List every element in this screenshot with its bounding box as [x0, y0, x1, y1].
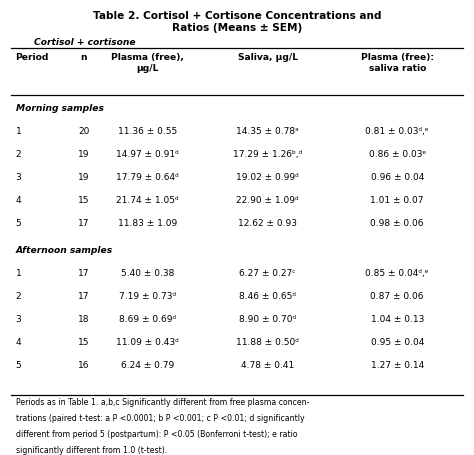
Text: 2: 2: [16, 150, 21, 159]
Text: 11.09 ± 0.43ᵈ: 11.09 ± 0.43ᵈ: [116, 337, 179, 346]
Text: 11.83 ± 1.09: 11.83 ± 1.09: [118, 218, 177, 228]
Text: Periods as in Table 1. a,b,c Significantly different from free plasma concen-: Periods as in Table 1. a,b,c Significant…: [16, 397, 309, 406]
Text: 19.02 ± 0.99ᵈ: 19.02 ± 0.99ᵈ: [236, 173, 299, 182]
Text: 0.87 ± 0.06: 0.87 ± 0.06: [371, 291, 424, 300]
Text: significantly different from 1.0 (t-test).: significantly different from 1.0 (t-test…: [16, 445, 167, 454]
Text: 1: 1: [16, 268, 21, 277]
Text: 1.27 ± 0.14: 1.27 ± 0.14: [371, 360, 424, 369]
Text: 0.86 ± 0.03ᵉ: 0.86 ± 0.03ᵉ: [369, 150, 426, 159]
Text: 15: 15: [78, 337, 90, 346]
Text: 20: 20: [78, 127, 90, 136]
Text: Cortisol + cortisone: Cortisol + cortisone: [35, 38, 136, 46]
Text: 3: 3: [16, 314, 21, 323]
Text: 2: 2: [16, 291, 21, 300]
Text: 12.62 ± 0.93: 12.62 ± 0.93: [238, 218, 297, 228]
Text: 14.97 ± 0.91ᵈ: 14.97 ± 0.91ᵈ: [116, 150, 179, 159]
Text: 21.74 ± 1.05ᵈ: 21.74 ± 1.05ᵈ: [116, 196, 179, 205]
Text: 4: 4: [16, 196, 21, 205]
Text: 19: 19: [78, 173, 90, 182]
Text: 19: 19: [78, 150, 90, 159]
Text: 0.81 ± 0.03ᵈ,ᵉ: 0.81 ± 0.03ᵈ,ᵉ: [365, 127, 429, 136]
Text: different from period 5 (postpartum): P <0.05 (Bonferroni t-test); e ratio: different from period 5 (postpartum): P …: [16, 429, 297, 438]
Text: 7.19 ± 0.73ᵈ: 7.19 ± 0.73ᵈ: [119, 291, 176, 300]
Text: 1: 1: [16, 127, 21, 136]
Text: 8.46 ± 0.65ᵈ: 8.46 ± 0.65ᵈ: [239, 291, 296, 300]
Text: 16: 16: [78, 360, 90, 369]
Text: 18: 18: [78, 314, 90, 323]
Text: 22.90 ± 1.09ᵈ: 22.90 ± 1.09ᵈ: [237, 196, 299, 205]
Text: 0.96 ± 0.04: 0.96 ± 0.04: [371, 173, 424, 182]
Text: 0.85 ± 0.04ᵈ,ᵉ: 0.85 ± 0.04ᵈ,ᵉ: [365, 268, 429, 277]
Text: 17: 17: [78, 268, 90, 277]
Text: 1.04 ± 0.13: 1.04 ± 0.13: [371, 314, 424, 323]
Text: 8.90 ± 0.70ᵈ: 8.90 ± 0.70ᵈ: [239, 314, 296, 323]
Text: 6.27 ± 0.27ᶜ: 6.27 ± 0.27ᶜ: [239, 268, 296, 277]
Text: trations (paired t-test: a P <0.0001; b P <0.001; c P <0.01; d significantly: trations (paired t-test: a P <0.0001; b …: [16, 413, 304, 422]
Text: Afternoon samples: Afternoon samples: [16, 245, 113, 254]
Text: 11.88 ± 0.50ᵈ: 11.88 ± 0.50ᵈ: [236, 337, 299, 346]
Text: 5: 5: [16, 218, 21, 228]
Text: Saliva, μg/L: Saliva, μg/L: [237, 53, 298, 62]
Text: Morning samples: Morning samples: [16, 104, 103, 113]
Text: 4: 4: [16, 337, 21, 346]
Text: 1.01 ± 0.07: 1.01 ± 0.07: [371, 196, 424, 205]
Text: 17: 17: [78, 218, 90, 228]
Text: 15: 15: [78, 196, 90, 205]
Text: 8.69 ± 0.69ᵈ: 8.69 ± 0.69ᵈ: [119, 314, 176, 323]
Text: 0.95 ± 0.04: 0.95 ± 0.04: [371, 337, 424, 346]
Text: 5.40 ± 0.38: 5.40 ± 0.38: [121, 268, 174, 277]
Text: 4.78 ± 0.41: 4.78 ± 0.41: [241, 360, 294, 369]
Text: 17.79 ± 0.64ᵈ: 17.79 ± 0.64ᵈ: [116, 173, 179, 182]
Text: 5: 5: [16, 360, 21, 369]
Text: 0.98 ± 0.06: 0.98 ± 0.06: [371, 218, 424, 228]
Text: 14.35 ± 0.78ᵃ: 14.35 ± 0.78ᵃ: [236, 127, 299, 136]
Text: 17.29 ± 1.26ᵇ,ᵈ: 17.29 ± 1.26ᵇ,ᵈ: [233, 150, 302, 159]
Text: 11.36 ± 0.55: 11.36 ± 0.55: [118, 127, 177, 136]
Text: 6.24 ± 0.79: 6.24 ± 0.79: [121, 360, 174, 369]
Text: Period: Period: [16, 53, 49, 62]
Text: 3: 3: [16, 173, 21, 182]
Text: Plasma (free):
saliva ratio: Plasma (free): saliva ratio: [361, 53, 434, 72]
Text: 17: 17: [78, 291, 90, 300]
Text: Plasma (free),
μg/L: Plasma (free), μg/L: [111, 53, 184, 72]
Text: n: n: [81, 53, 87, 62]
Text: Table 2. Cortisol + Cortisone Concentrations and
Ratios (Means ± SEM): Table 2. Cortisol + Cortisone Concentrat…: [93, 11, 381, 33]
